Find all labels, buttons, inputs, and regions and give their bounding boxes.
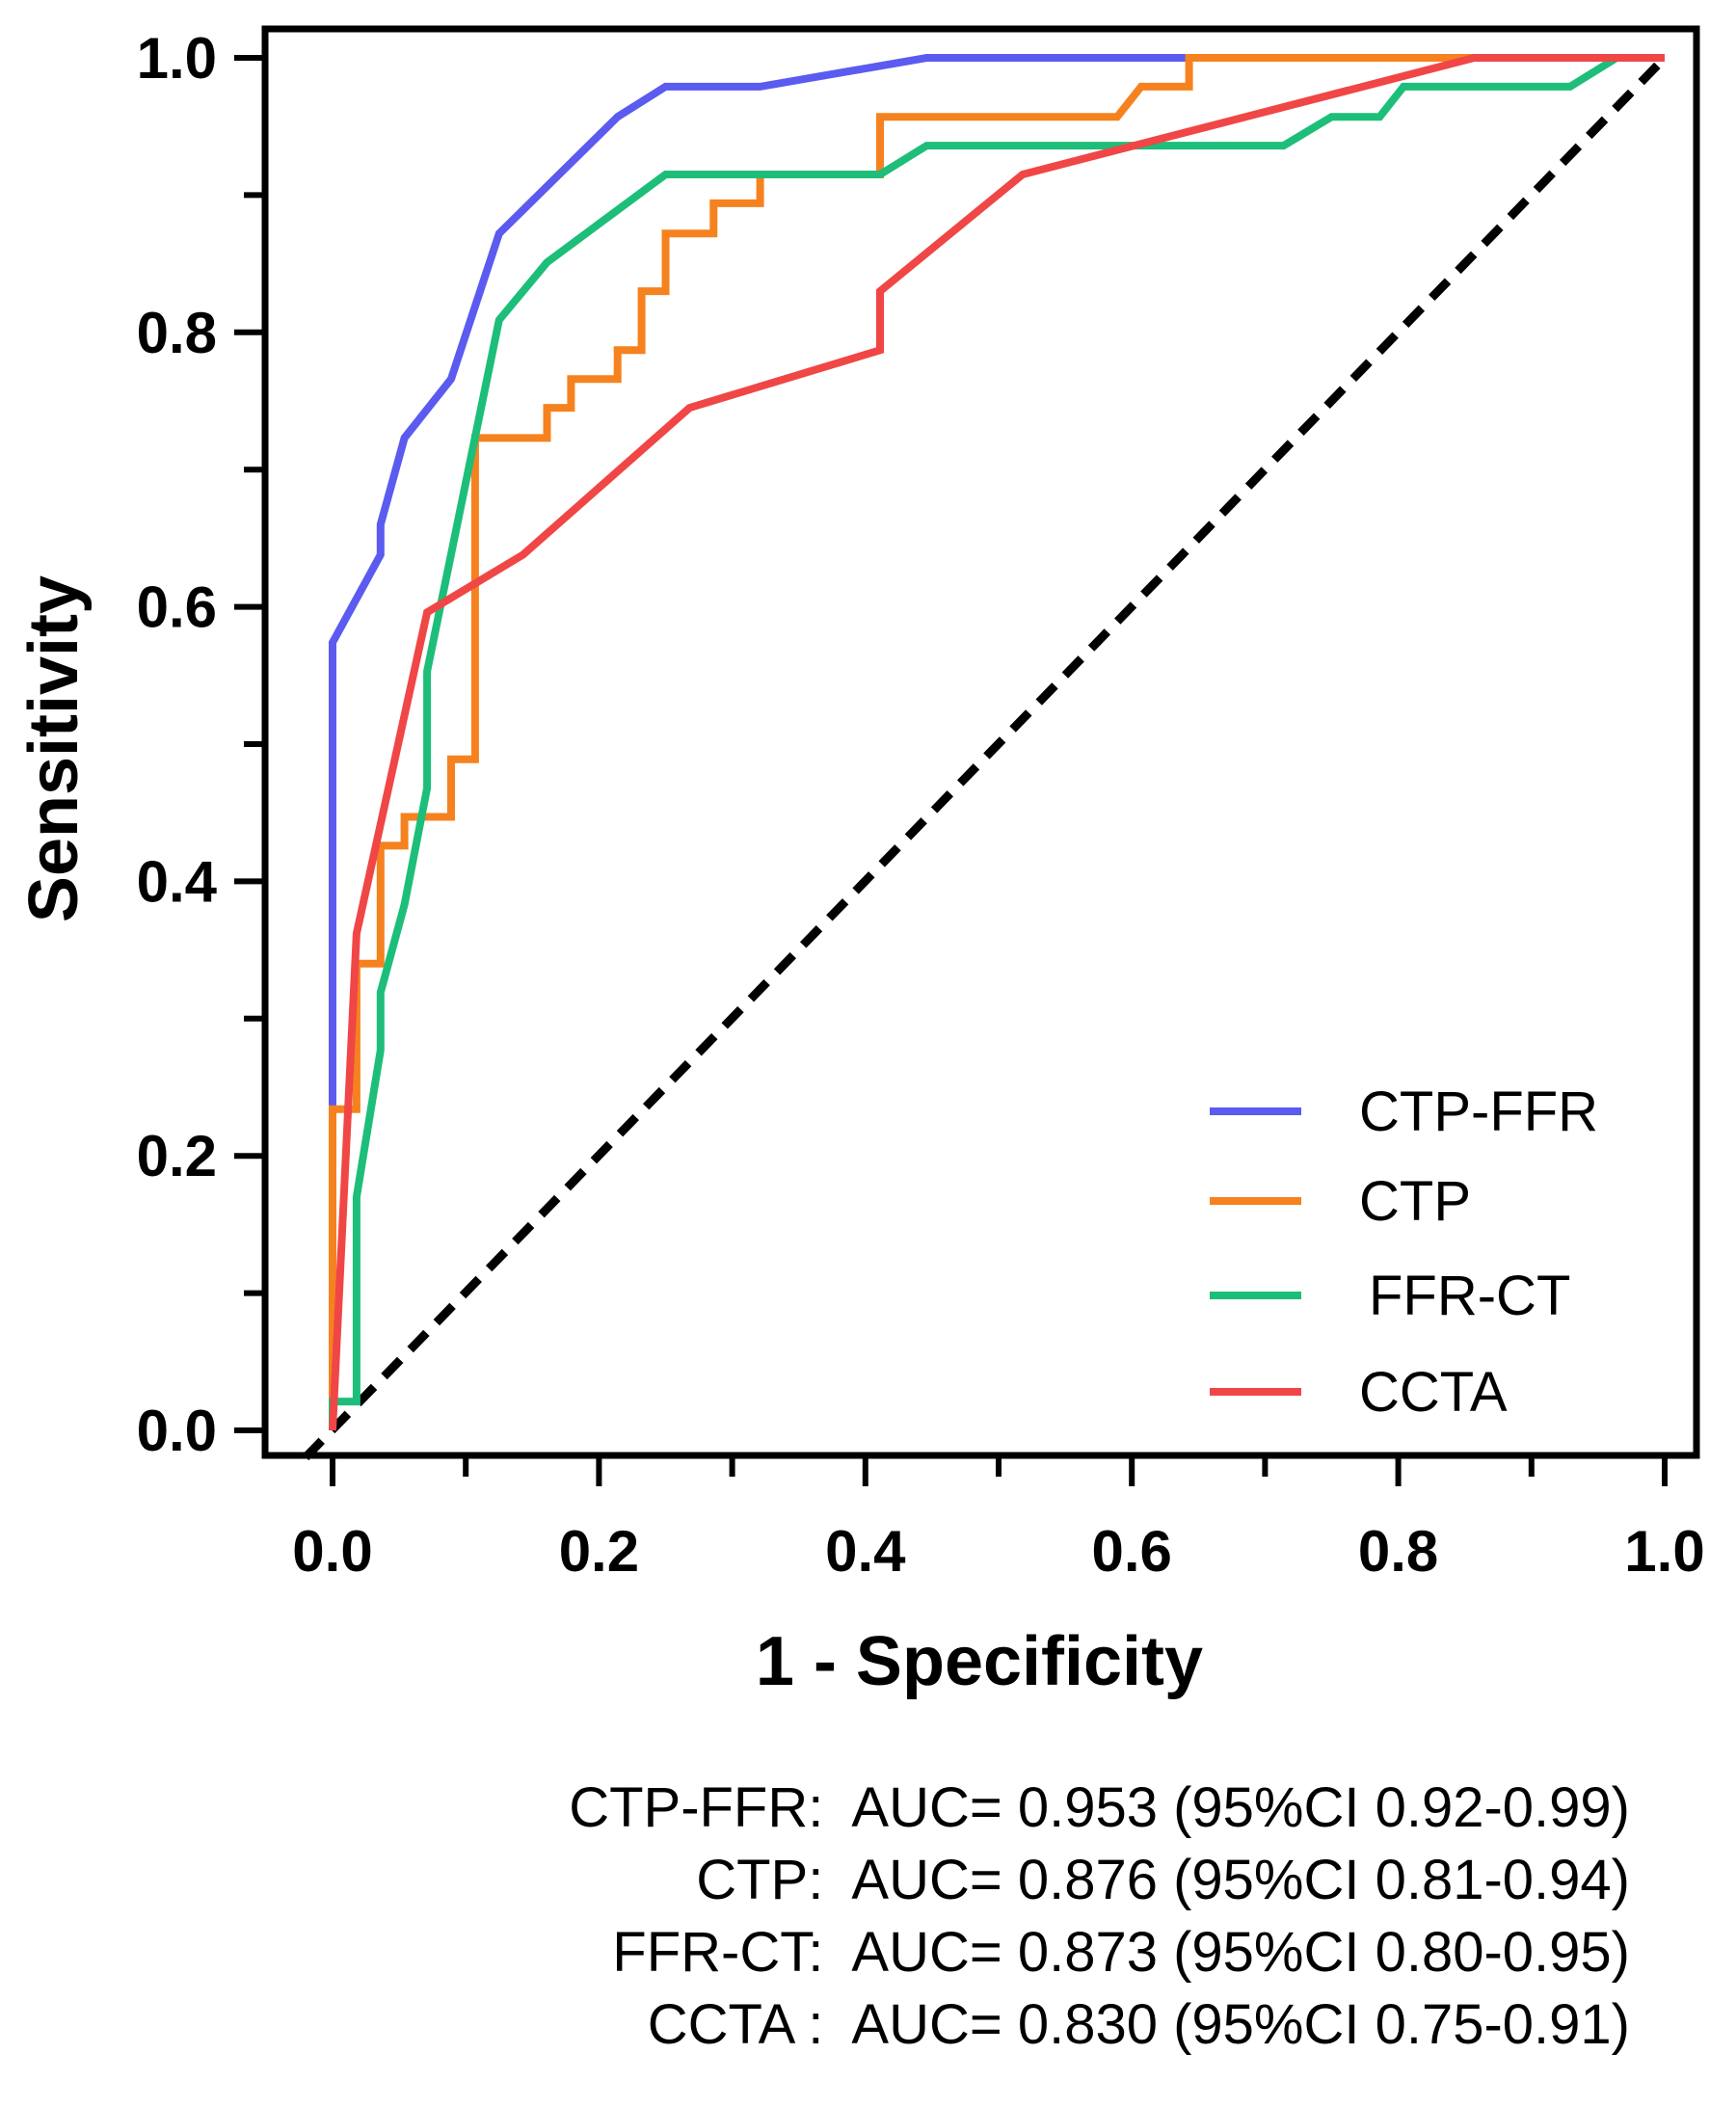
x-tick-label: 1.0 [1624, 1519, 1704, 1584]
auc-note-ffr-ct: FFR-CT: AUC= 0.873 (95%CI 0.80-0.95) [612, 1921, 1630, 1984]
x-tick-label: 0.0 [292, 1519, 372, 1584]
y-tick-label: 0.8 [137, 301, 217, 365]
plot-frame [261, 25, 1700, 1459]
series-line-ctp-ffr [329, 54, 1665, 1430]
y-axis-title: Sensitivity [15, 575, 93, 922]
legend-label: CTP [1359, 1170, 1471, 1233]
roc-series-group [329, 54, 1665, 1431]
y-tick-label: 1.0 [137, 26, 217, 91]
x-tick-label: 0.2 [559, 1519, 639, 1584]
legend-label: FFR-CT [1369, 1265, 1570, 1327]
y-axis: 0.0 0.2 0.4 0.6 0.8 1.0 [137, 26, 265, 1463]
auc-note-ctp-ffr: CTP-FFR: AUC= 0.953 (95%CI 0.92-0.99) [569, 1776, 1630, 1839]
y-tick-label: 0.2 [137, 1124, 217, 1188]
y-tick-label: 0.4 [137, 849, 218, 914]
reference-diagonal-line [302, 54, 1669, 1461]
y-tick-label: 0.0 [137, 1399, 217, 1463]
x-tick-label: 0.8 [1358, 1519, 1438, 1584]
legend: CTP-FFR CTP FFR-CT CCTA [1210, 1080, 1598, 1424]
series-line-ffr-ct [329, 54, 1665, 1430]
x-tick-label: 0.6 [1091, 1519, 1171, 1584]
x-tick-label: 0.4 [825, 1519, 906, 1584]
legend-label: CCTA [1359, 1361, 1508, 1424]
series-line-ccta [329, 54, 1665, 1431]
x-axis-title: 1 - Specificity [756, 1623, 1203, 1700]
legend-label: CTP-FFR [1359, 1080, 1598, 1143]
auc-note-ctp: CTP: AUC= 0.876 (95%CI 0.81-0.94) [696, 1849, 1630, 1911]
series-line-ctp [329, 54, 1665, 1430]
x-axis: 0.0 0.2 0.4 0.6 0.8 1.0 [292, 1455, 1705, 1584]
auc-note-ccta: CCTA : AUC= 0.830 (95%CI 0.75-0.91) [647, 1993, 1630, 2056]
y-tick-label: 0.6 [137, 575, 217, 640]
roc-chart: 0.0 0.2 0.4 0.6 0.8 1.0 0.0 0.2 0.4 0.6 0.8 1.0 1 … [15, 25, 1705, 1700]
auc-notes: CTP-FFR: AUC= 0.953 (95%CI 0.92-0.99) CT… [184, 1772, 1630, 2061]
